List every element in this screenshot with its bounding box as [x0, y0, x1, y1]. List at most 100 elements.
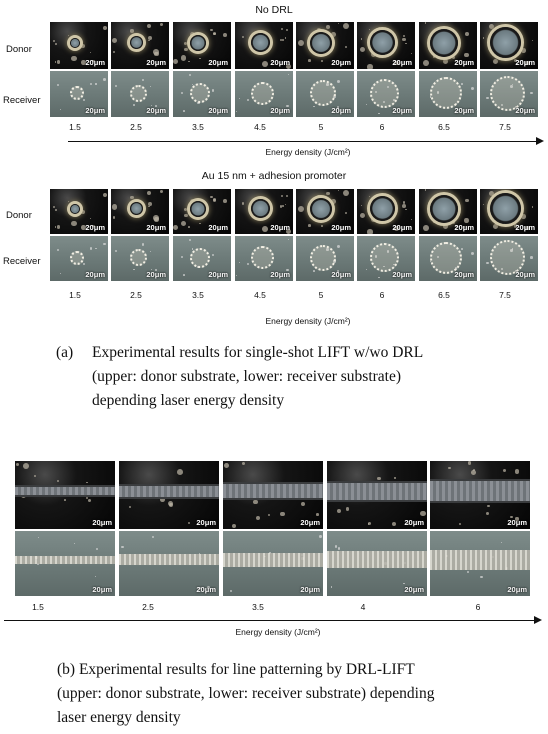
- donor-image-no-drl-5: 20μm: [357, 22, 415, 69]
- row-label-receiver-2: Receiver: [3, 256, 41, 267]
- scale-bar-label: 20μm: [196, 518, 216, 527]
- scale-bar-label: 20μm: [331, 223, 351, 232]
- row-label-donor-2: Donor: [6, 210, 32, 221]
- receiver-image-au-4: 20μm: [296, 236, 354, 281]
- donor-image-au-3: 20μm: [235, 189, 293, 234]
- scale-bar-label: 20μm: [270, 106, 290, 115]
- receiver-image-no-drl-1: 20μm: [111, 71, 169, 117]
- scale-bar-label: 20μm: [515, 58, 535, 67]
- axis-label-2: Energy density (J/cm²): [265, 316, 351, 326]
- donor-line-image-0: 20μm: [15, 461, 115, 529]
- energy-no-drl-tick-1: 2.5: [130, 122, 142, 132]
- scale-bar-label: 20μm: [515, 270, 535, 279]
- scale-bar-label: 20μm: [331, 58, 351, 67]
- axis-arrow-1: [536, 137, 544, 145]
- energy-no-drl-tick-6: 6.5: [438, 122, 450, 132]
- donor-line-image-2: 20μm: [223, 461, 323, 529]
- scale-bar-label: 20μm: [270, 58, 290, 67]
- donor-image-au-5: 20μm: [357, 189, 415, 234]
- donor-image-no-drl-6: 20μm: [419, 22, 477, 69]
- scale-bar-label: 20μm: [92, 518, 112, 527]
- row-label-receiver-1: Receiver: [3, 95, 41, 106]
- energy-no-drl-tick-4: 5: [318, 122, 324, 132]
- energy-au-tick-0: 1.5: [69, 290, 81, 300]
- scale-bar-label: 20μm: [146, 106, 166, 115]
- receiver-line-image-3: 20μm: [327, 531, 427, 596]
- donor-line-image-3: 20μm: [327, 461, 427, 529]
- scale-bar-label: 20μm: [454, 106, 474, 115]
- caption-b: (b) Experimental results for line patter…: [57, 658, 527, 730]
- receiver-image-au-0: 20μm: [50, 236, 108, 281]
- section-title-au: Au 15 nm + adhesion promoter: [201, 170, 347, 182]
- receiver-line-image-1: 20μm: [119, 531, 219, 596]
- energy-no-drl-tick-7: 7.5: [499, 122, 511, 132]
- scale-bar-label: 20μm: [208, 270, 228, 279]
- donor-image-au-1: 20μm: [111, 189, 169, 234]
- scale-bar-label: 20μm: [208, 58, 228, 67]
- axis-label-3: Energy density (J/cm²): [235, 627, 321, 637]
- scale-bar-label: 20μm: [85, 223, 105, 232]
- donor-image-au-2: 20μm: [173, 189, 231, 234]
- energy-au-tick-5: 6: [379, 290, 385, 300]
- scale-bar-label: 20μm: [404, 585, 424, 594]
- receiver-image-no-drl-4: 20μm: [296, 71, 354, 117]
- receiver-line-image-2: 20μm: [223, 531, 323, 596]
- scale-bar-label: 20μm: [270, 223, 290, 232]
- scale-bar-label: 20μm: [392, 58, 412, 67]
- energy-line-tick-1: 2.5: [142, 602, 154, 612]
- caption-a: (a) Experimental results for single-shot…: [56, 341, 526, 413]
- scale-bar-label: 20μm: [85, 106, 105, 115]
- receiver-image-au-6: 20μm: [419, 236, 477, 281]
- donor-image-no-drl-1: 20μm: [111, 22, 169, 69]
- scale-bar-label: 20μm: [146, 223, 166, 232]
- scale-bar-label: 20μm: [507, 518, 527, 527]
- axis-arrow-2: [534, 616, 542, 624]
- donor-image-au-4: 20μm: [296, 189, 354, 234]
- caption-a-line1: Experimental results for single-shot LIF…: [92, 344, 424, 361]
- caption-a-line2: (upper: donor substrate, lower: receiver…: [92, 368, 402, 385]
- energy-line-tick-0: 1.5: [32, 602, 44, 612]
- row-label-donor-1: Donor: [6, 44, 32, 55]
- receiver-image-au-1: 20μm: [111, 236, 169, 281]
- scale-bar-label: 20μm: [85, 270, 105, 279]
- donor-line-image-1: 20μm: [119, 461, 219, 529]
- scale-bar-label: 20μm: [208, 223, 228, 232]
- energy-no-drl-tick-2: 3.5: [192, 122, 204, 132]
- receiver-image-au-5: 20μm: [357, 236, 415, 281]
- scale-bar-label: 20μm: [392, 223, 412, 232]
- energy-no-drl-tick-5: 6: [379, 122, 385, 132]
- receiver-image-no-drl-7: 20μm: [480, 71, 538, 117]
- caption-b-line1: (b) Experimental results for line patter…: [57, 661, 415, 678]
- scale-bar-label: 20μm: [392, 106, 412, 115]
- scale-bar-label: 20μm: [454, 223, 474, 232]
- donor-image-no-drl-4: 20μm: [296, 22, 354, 69]
- donor-image-au-6: 20μm: [419, 189, 477, 234]
- receiver-image-au-7: 20μm: [480, 236, 538, 281]
- scale-bar-label: 20μm: [146, 58, 166, 67]
- scale-bar-label: 20μm: [331, 270, 351, 279]
- receiver-image-no-drl-3: 20μm: [235, 71, 293, 117]
- scale-bar-label: 20μm: [208, 106, 228, 115]
- scale-bar-label: 20μm: [300, 518, 320, 527]
- scale-bar-label: 20μm: [146, 270, 166, 279]
- energy-au-tick-3: 4.5: [254, 290, 266, 300]
- receiver-image-no-drl-5: 20μm: [357, 71, 415, 117]
- energy-no-drl-tick-0: 1.5: [69, 122, 81, 132]
- donor-image-au-0: 20μm: [50, 189, 108, 234]
- scale-bar-label: 20μm: [454, 270, 474, 279]
- energy-no-drl-tick-3: 4.5: [254, 122, 266, 132]
- receiver-image-no-drl-6: 20μm: [419, 71, 477, 117]
- scale-bar-label: 20μm: [515, 223, 535, 232]
- scale-bar-label: 20μm: [507, 585, 527, 594]
- scale-bar-label: 20μm: [270, 270, 290, 279]
- energy-au-tick-2: 3.5: [192, 290, 204, 300]
- donor-image-no-drl-0: 20μm: [50, 22, 108, 69]
- donor-image-no-drl-2: 20μm: [173, 22, 231, 69]
- caption-b-line2: (upper: donor substrate, lower: receiver…: [57, 685, 435, 702]
- energy-au-tick-1: 2.5: [130, 290, 142, 300]
- section-title-no-drl: No DRL: [255, 4, 293, 16]
- donor-line-image-4: 20μm: [430, 461, 530, 529]
- receiver-image-no-drl-2: 20μm: [173, 71, 231, 117]
- receiver-image-au-3: 20μm: [235, 236, 293, 281]
- energy-au-tick-4: 5: [318, 290, 324, 300]
